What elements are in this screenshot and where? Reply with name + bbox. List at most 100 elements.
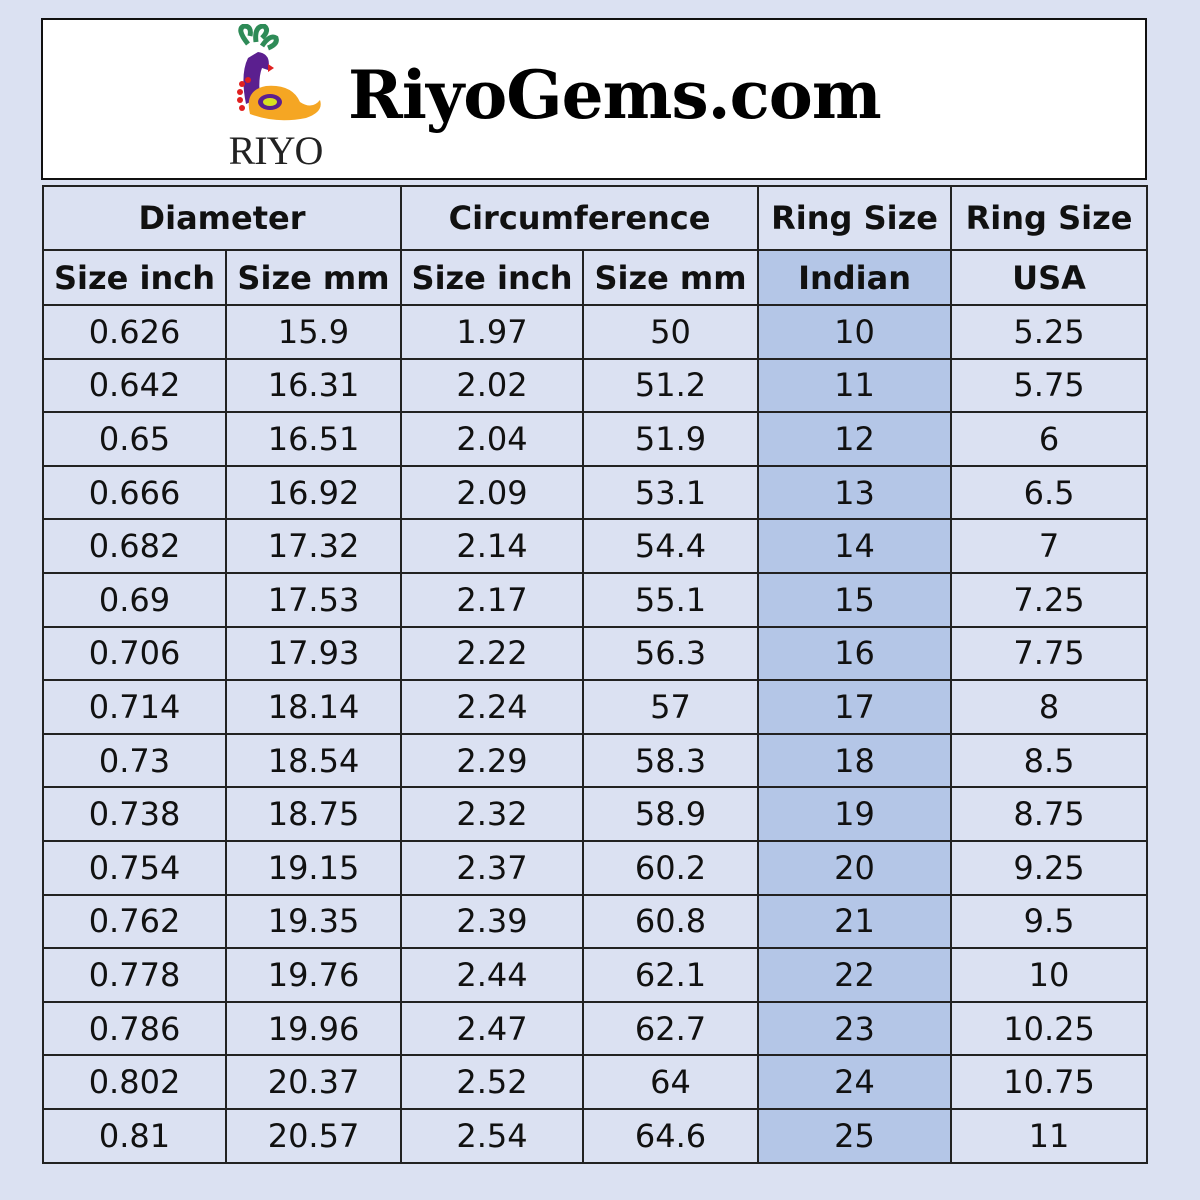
cell-circumference-inch: 2.24 (400, 679, 585, 735)
cell-indian-size: 23 (757, 1000, 953, 1057)
cell-indian-size: 14 (757, 518, 953, 574)
cell-circumference-mm: 62.1 (582, 947, 760, 1003)
peacock-icon (237, 23, 321, 121)
cell-circumference-inch: 1.97 (400, 304, 585, 360)
cell-usa-size: 6.5 (950, 464, 1149, 521)
cell-indian-size: 20 (757, 839, 953, 896)
cell-diameter-mm: 16.31 (224, 357, 403, 414)
cell-circumference-mm: 60.2 (582, 839, 760, 896)
cell-circumference-inch: 2.22 (400, 625, 585, 682)
cell-circumference-inch: 2.29 (400, 732, 585, 789)
cell-indian-size: 12 (757, 411, 953, 467)
cell-circumference-inch: 2.04 (400, 411, 585, 467)
cell-diameter-inch: 0.81 (42, 1107, 227, 1164)
table-row: 0.738 18.75 2.32 58.9 19 8.75 (42, 786, 1149, 842)
riyo-logo: RIYO (218, 23, 333, 174)
table-row: 0.81 20.57 2.54 64.6 25 11 (42, 1107, 1149, 1164)
cell-circumference-mm: 60.8 (582, 893, 760, 950)
cell-circumference-inch: 2.17 (400, 571, 585, 628)
cell-diameter-mm: 18.75 (224, 786, 403, 842)
cell-diameter-inch: 0.65 (42, 411, 227, 467)
cell-indian-size: 16 (757, 625, 953, 682)
cell-diameter-inch: 0.666 (42, 464, 227, 521)
cell-circumference-inch: 2.44 (400, 947, 585, 1003)
cell-diameter-inch: 0.73 (42, 732, 227, 789)
cell-circumference-inch: 2.02 (400, 357, 585, 414)
cell-usa-size: 7 (950, 518, 1149, 574)
cell-circumference-inch: 2.52 (400, 1054, 585, 1110)
cell-diameter-mm: 17.53 (224, 571, 403, 628)
cell-diameter-inch: 0.738 (42, 786, 227, 842)
cell-usa-size: 5.75 (950, 357, 1149, 414)
table-row: 0.666 16.92 2.09 53.1 13 6.5 (42, 464, 1149, 521)
cell-diameter-mm: 18.54 (224, 732, 403, 789)
cell-indian-size: 15 (757, 571, 953, 628)
cell-diameter-mm: 17.93 (224, 625, 403, 682)
cell-usa-size: 6 (950, 411, 1149, 467)
cell-circumference-mm: 50 (582, 304, 760, 360)
cell-diameter-inch: 0.714 (42, 679, 227, 735)
cell-usa-size: 10 (950, 947, 1149, 1003)
header-ring-size-usa: Ring Size (950, 185, 1149, 251)
cell-circumference-mm: 54.4 (582, 518, 760, 574)
cell-circumference-mm: 51.9 (582, 411, 760, 467)
cell-indian-size: 10 (757, 304, 953, 360)
cell-circumference-inch: 2.37 (400, 839, 585, 896)
cell-circumference-mm: 64 (582, 1054, 760, 1110)
table-row: 0.73 18.54 2.29 58.3 18 8.5 (42, 732, 1149, 789)
cell-indian-size: 21 (757, 893, 953, 950)
cell-diameter-inch: 0.802 (42, 1054, 227, 1110)
cell-indian-size: 25 (757, 1107, 953, 1164)
subheader-usa: USA (950, 249, 1149, 306)
subheader-diameter-mm: Size mm (224, 249, 403, 306)
cell-diameter-inch: 0.682 (42, 518, 227, 574)
table-row: 0.69 17.53 2.17 55.1 15 7.25 (42, 571, 1149, 628)
cell-diameter-inch: 0.778 (42, 947, 227, 1003)
cell-circumference-inch: 2.47 (400, 1000, 585, 1057)
cell-circumference-inch: 2.39 (400, 893, 585, 950)
cell-diameter-inch: 0.69 (42, 571, 227, 628)
table-row: 0.642 16.31 2.02 51.2 11 5.75 (42, 357, 1149, 414)
cell-circumference-mm: 51.2 (582, 357, 760, 414)
cell-diameter-mm: 19.96 (224, 1000, 403, 1057)
cell-usa-size: 11 (950, 1107, 1149, 1164)
cell-diameter-mm: 15.9 (224, 304, 403, 360)
cell-diameter-mm: 18.14 (224, 679, 403, 735)
cell-diameter-mm: 19.15 (224, 839, 403, 896)
cell-circumference-mm: 53.1 (582, 464, 760, 521)
table-row: 0.802 20.37 2.52 64 24 10.75 (42, 1054, 1149, 1110)
table-row: 0.778 19.76 2.44 62.1 22 10 (42, 947, 1149, 1003)
cell-circumference-mm: 56.3 (582, 625, 760, 682)
table-row: 0.682 17.32 2.14 54.4 14 7 (42, 518, 1149, 574)
cell-indian-size: 17 (757, 679, 953, 735)
ring-size-table: Diameter Circumference Ring Size Ring Si… (41, 185, 1149, 1164)
cell-diameter-inch: 0.626 (42, 304, 227, 360)
cell-diameter-inch: 0.786 (42, 1000, 227, 1057)
table-row: 0.762 19.35 2.39 60.8 21 9.5 (42, 893, 1149, 950)
header-diameter: Diameter (41, 185, 403, 251)
table-row: 0.626 15.9 1.97 50 10 5.25 (42, 304, 1149, 360)
cell-usa-size: 5.25 (950, 304, 1149, 360)
subheader-circumference-inch: Size inch (400, 249, 585, 306)
logo-wordmark: RIYO (228, 128, 324, 173)
cell-diameter-mm: 19.35 (224, 893, 403, 950)
cell-circumference-inch: 2.09 (400, 464, 585, 521)
cell-diameter-inch: 0.762 (42, 893, 227, 950)
cell-usa-size: 8.75 (950, 786, 1149, 842)
table-row: 0.65 16.51 2.04 51.9 12 6 (42, 411, 1149, 467)
cell-usa-size: 8 (950, 679, 1149, 735)
table-row: 0.706 17.93 2.22 56.3 16 7.75 (42, 625, 1149, 682)
cell-circumference-inch: 2.14 (400, 518, 585, 574)
cell-indian-size: 24 (757, 1054, 953, 1110)
cell-diameter-inch: 0.706 (42, 625, 227, 682)
cell-diameter-inch: 0.754 (42, 839, 227, 896)
group-header-row: Diameter Circumference Ring Size Ring Si… (41, 185, 1149, 251)
subheader-indian: Indian (757, 249, 953, 306)
cell-circumference-mm: 58.9 (582, 786, 760, 842)
cell-diameter-mm: 16.51 (224, 411, 403, 467)
cell-indian-size: 22 (757, 947, 953, 1003)
cell-usa-size: 7.25 (950, 571, 1149, 628)
cell-usa-size: 10.25 (950, 1000, 1149, 1057)
cell-usa-size: 8.5 (950, 732, 1149, 789)
cell-circumference-inch: 2.32 (400, 786, 585, 842)
